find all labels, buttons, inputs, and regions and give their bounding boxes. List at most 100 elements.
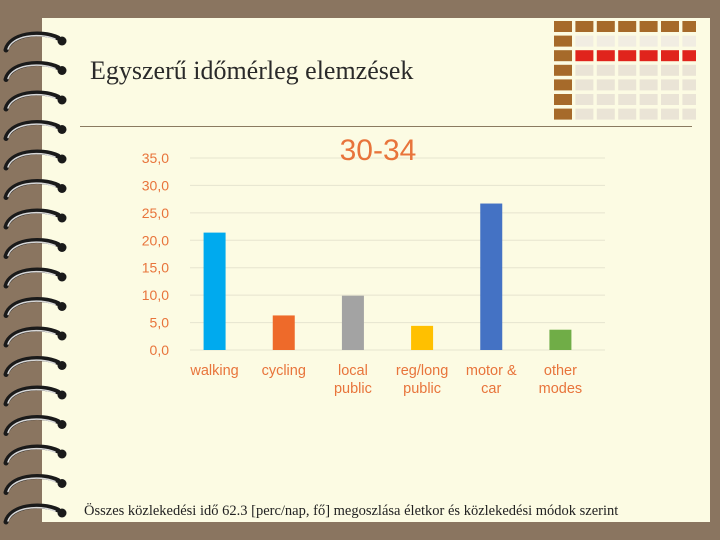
y-tick-label: 30,0	[142, 177, 169, 193]
binding-ring	[3, 444, 61, 466]
decorative-grid	[554, 21, 696, 120]
binding-hole	[57, 331, 67, 341]
deco-cell	[682, 35, 696, 47]
binding-ring-highlight	[7, 211, 56, 227]
binding-ring	[3, 297, 61, 318]
binding-ring	[3, 208, 61, 230]
slide-title: Egyszerű időmérleg elemzések	[90, 56, 414, 85]
deco-cell	[575, 64, 594, 76]
deco-cell	[661, 108, 679, 120]
deco-cell	[661, 21, 679, 32]
deco-cell	[682, 64, 696, 76]
deco-cell	[639, 108, 658, 120]
deco-cell	[661, 79, 679, 91]
binding-hole	[57, 36, 67, 46]
binding-hole	[57, 302, 67, 311]
y-tick-label: 25,0	[142, 205, 169, 221]
deco-cell	[575, 79, 594, 91]
spiral-binding	[3, 31, 67, 525]
deco-cell	[596, 35, 615, 47]
binding-ring	[3, 31, 61, 53]
deco-cell	[596, 64, 615, 76]
binding-ring	[3, 61, 61, 82]
deco-cell	[682, 79, 696, 91]
binding-ring	[3, 326, 61, 348]
bar	[341, 295, 364, 350]
deco-cell	[682, 50, 696, 62]
binding-hole	[57, 125, 67, 134]
x-tick-label: reg/long	[396, 363, 448, 379]
binding-hole	[57, 154, 67, 164]
y-tick-label: 35,0	[142, 150, 169, 166]
title-divider	[80, 126, 692, 127]
deco-cell	[575, 35, 594, 47]
deco-cell	[596, 21, 615, 32]
binding-ring-highlight	[7, 123, 56, 139]
y-tick-label: 20,0	[142, 232, 169, 248]
binding-ring-highlight	[7, 270, 56, 286]
deco-cell	[682, 94, 696, 105]
deco-cell	[618, 64, 637, 76]
bar	[411, 325, 434, 350]
deco-cell	[554, 79, 572, 91]
binding-ring-highlight	[7, 388, 56, 404]
binding-ring-highlight	[7, 418, 56, 434]
deco-cell	[596, 94, 615, 105]
binding-hole	[57, 420, 67, 429]
deco-cell	[618, 35, 637, 47]
binding-hole	[57, 390, 67, 400]
binding-hole	[57, 243, 67, 252]
deco-cell	[639, 79, 658, 91]
deco-cell	[682, 108, 696, 120]
bar	[549, 329, 572, 350]
binding-hole	[57, 361, 67, 370]
deco-cell	[661, 94, 679, 105]
binding-ring-highlight	[7, 64, 56, 80]
x-tick-label: walking	[189, 363, 238, 379]
deco-cell	[554, 64, 572, 76]
deco-cell	[639, 50, 658, 62]
binding-hole	[57, 184, 67, 193]
bar	[480, 203, 503, 350]
binding-ring	[3, 179, 61, 200]
binding-hole	[57, 449, 67, 459]
binding-ring-highlight	[7, 241, 56, 257]
binding-ring-highlight	[7, 329, 56, 345]
binding-ring	[3, 120, 61, 141]
deco-cell	[554, 35, 572, 47]
deco-cell	[639, 94, 658, 105]
deco-cell	[618, 21, 637, 32]
binding-ring	[3, 149, 61, 171]
binding-ring	[3, 356, 61, 377]
chart-title: 30-34	[340, 134, 417, 167]
deco-cell	[575, 108, 594, 120]
deco-cell	[618, 50, 637, 62]
binding-ring	[3, 474, 61, 495]
deco-cell	[554, 108, 572, 120]
binding-ring-highlight	[7, 300, 56, 316]
binding-ring	[3, 267, 61, 289]
deco-cell	[639, 35, 658, 47]
deco-cell	[661, 35, 679, 47]
bar	[272, 315, 295, 350]
binding-ring	[3, 503, 61, 525]
deco-cell	[682, 21, 696, 32]
binding-ring-highlight	[7, 359, 56, 375]
y-tick-label: 5,0	[150, 315, 170, 331]
x-tick-label: cycling	[262, 363, 306, 379]
bar	[203, 232, 226, 350]
deco-cell	[639, 21, 658, 32]
deco-cell	[618, 94, 637, 105]
binding-ring-highlight	[7, 34, 56, 50]
deco-cell	[661, 64, 679, 76]
deco-cell	[554, 94, 572, 105]
deco-cell	[618, 79, 637, 91]
footer-caption: Összes közlekedési idő 62.3 [perc/nap, f…	[84, 503, 619, 519]
x-tick-label: public	[403, 381, 441, 397]
binding-ring	[3, 385, 61, 407]
deco-cell	[661, 50, 679, 62]
deco-cell	[554, 50, 572, 62]
binding-hole	[57, 66, 67, 75]
binding-ring	[3, 90, 61, 112]
